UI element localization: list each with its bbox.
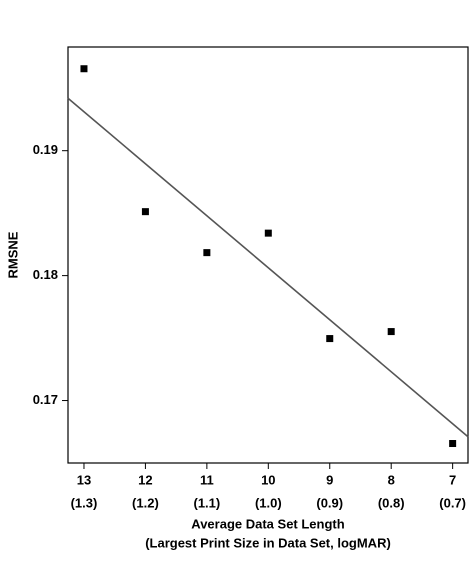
point [326, 335, 334, 343]
x-axis-title: (Largest Print Size in Data Set, logMAR) [145, 535, 391, 550]
point [264, 229, 272, 237]
x-tick-sublabel: (0.8) [378, 495, 405, 510]
point [387, 328, 395, 336]
x-tick-label: 10 [261, 472, 275, 487]
x-tick-sublabel: (1.2) [132, 495, 159, 510]
x-tick-label: 11 [200, 472, 214, 487]
x-tick-sublabel: (1.3) [71, 495, 98, 510]
point [203, 249, 211, 257]
point [449, 440, 457, 448]
x-tick-sublabel: (0.9) [316, 495, 343, 510]
point [80, 65, 88, 73]
fit-line [67, 97, 469, 438]
point [141, 208, 149, 216]
x-tick-label: 8 [388, 472, 395, 487]
x-tick-label: 9 [326, 472, 333, 487]
plot-frame [67, 46, 469, 464]
x-tick-label: 7 [449, 472, 456, 487]
x-tick-label: 13 [77, 472, 91, 487]
x-tick-label: 12 [138, 472, 152, 487]
y-tick-label: 0.19 [33, 142, 58, 157]
x-tick-sublabel: (1.0) [255, 495, 282, 510]
y-tick-label: 0.18 [33, 267, 58, 282]
x-tick-sublabel: (0.7) [439, 495, 466, 510]
x-axis-title: Average Data Set Length [191, 516, 344, 531]
y-axis-title: RMSNE [5, 231, 20, 278]
y-tick-label: 0.17 [33, 392, 58, 407]
x-tick-sublabel: (1.1) [193, 495, 220, 510]
